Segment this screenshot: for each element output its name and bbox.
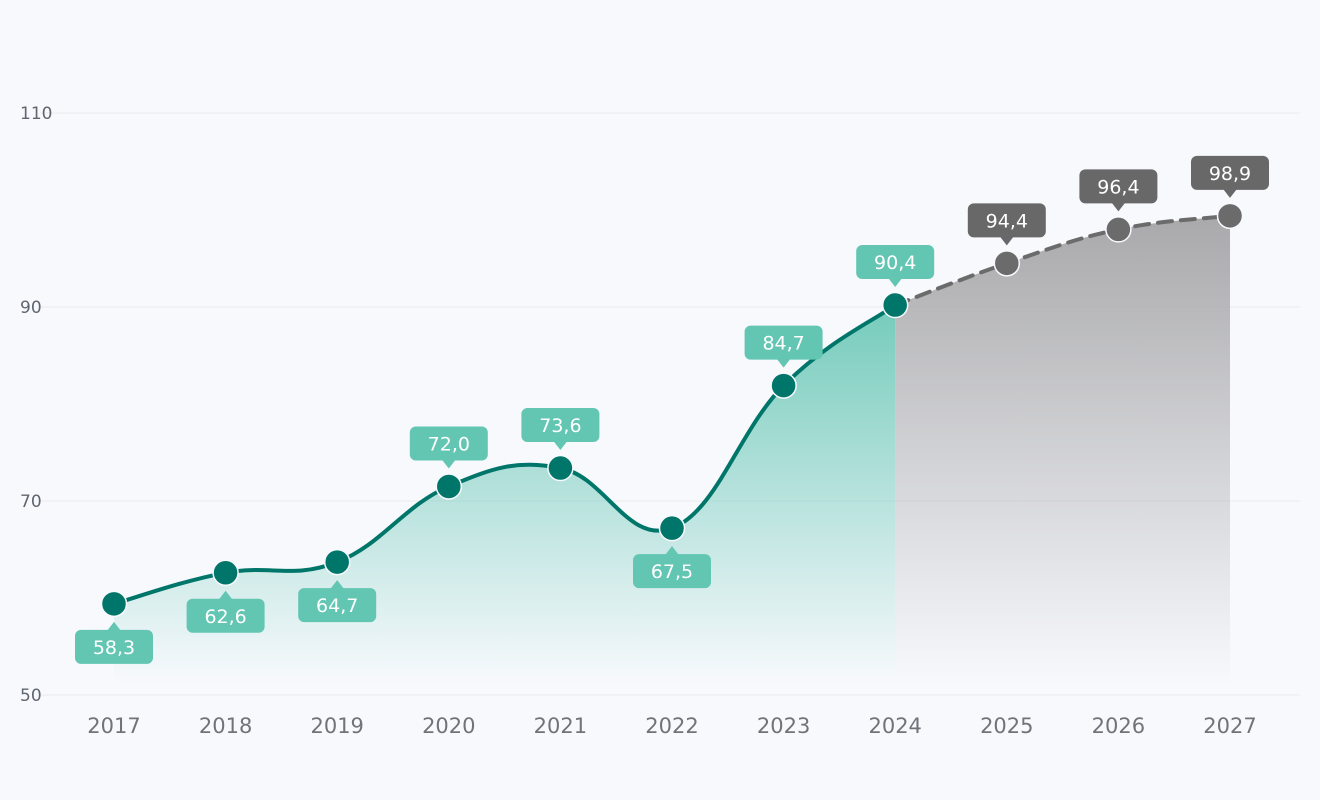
data-label-pointer	[999, 236, 1014, 246]
data-label-box	[75, 629, 153, 664]
actual-data-point	[547, 454, 574, 482]
data-label-text: 64,7	[316, 595, 358, 617]
actual-data-point	[212, 559, 239, 587]
data-label-box	[409, 426, 488, 461]
forecast-area	[895, 215, 1230, 685]
forecast-data-point	[1105, 216, 1132, 243]
y-tick-label: 50	[20, 686, 42, 706]
actual-data-label: 73,6	[521, 408, 600, 451]
x-tick-label: 2017	[87, 714, 140, 738]
x-tick-label: 2020	[422, 714, 475, 738]
x-tick-label: 2021	[534, 714, 587, 738]
x-tick-label: 2024	[868, 714, 921, 738]
x-axis: 2017 2018 2019 2020 2021 2022 2023 2024 2025 2026…	[87, 714, 1256, 738]
data-label-pointer	[218, 590, 233, 600]
actual-data-label: 64,7	[298, 580, 377, 623]
actual-data-label: 84,7	[744, 325, 823, 368]
data-label-box	[744, 325, 823, 360]
data-label-pointer	[776, 358, 791, 368]
forecast-data-label: 96,4	[1079, 169, 1158, 212]
data-label-text: 96,4	[1097, 176, 1139, 198]
actual-data-label: 67,5	[633, 546, 711, 589]
data-label-box	[633, 554, 711, 589]
data-label-text: 73,6	[539, 415, 581, 437]
actual-line	[112, 303, 898, 606]
forecast-data-label: 98,9	[1191, 155, 1269, 198]
actual-data-point	[100, 590, 128, 618]
data-label-text: 84,7	[762, 333, 804, 355]
data-label-box	[967, 203, 1046, 238]
y-tick-label: 110	[20, 104, 52, 124]
actual-data-label: 72,0	[409, 426, 488, 469]
data-label-box	[856, 245, 935, 280]
actual-data-label: 58,3	[75, 621, 153, 664]
x-tick-label: 2022	[645, 714, 698, 738]
data-label-box	[1079, 169, 1158, 204]
data-label-pointer	[553, 441, 568, 451]
x-tick-label: 2025	[980, 714, 1033, 738]
y-tick-label: 90	[20, 298, 42, 318]
data-label-text: 62,6	[204, 606, 246, 628]
data-label-pointer	[441, 459, 456, 469]
actual-data-label: 90,4	[856, 245, 935, 288]
data-label-box	[186, 598, 265, 633]
data-label-text: 90,4	[874, 252, 916, 274]
x-tick-label: 2019	[310, 714, 363, 738]
y-axis: 50 70 90 110	[20, 104, 52, 706]
actual-data-point	[881, 291, 909, 319]
data-label-text: 94,4	[986, 210, 1028, 232]
actual-data-point	[658, 514, 686, 542]
actual-data-point	[435, 473, 463, 500]
y-tick-label: 70	[20, 492, 42, 512]
data-label-box	[298, 588, 377, 623]
data-label-pointer	[1223, 188, 1237, 198]
actual-data-point	[770, 372, 797, 399]
data-label-box	[1191, 155, 1269, 190]
data-label-text: 72,0	[428, 433, 470, 455]
data-label-pointer	[665, 546, 679, 556]
forecast-data-point	[993, 250, 1021, 277]
data-label-text: 98,9	[1209, 163, 1251, 185]
data-label-pointer	[330, 580, 345, 590]
x-tick-label: 2026	[1092, 714, 1145, 738]
forecast-data-label: 94,4	[967, 203, 1046, 246]
data-label-pointer	[888, 278, 903, 288]
data-labels: 58,3 62,6 64,7 72,0 73,6 67,5 84,7 90,4 94,4 96,4…	[75, 155, 1269, 664]
forecast-data-point	[1216, 202, 1244, 230]
data-label-pointer	[1111, 202, 1126, 212]
area-fills	[114, 215, 1230, 685]
data-points	[100, 202, 1244, 618]
actual-data-label: 62,6	[186, 590, 265, 633]
data-label-text: 58,3	[93, 637, 135, 659]
data-label-box	[521, 408, 600, 443]
x-tick-label: 2023	[757, 714, 810, 738]
x-tick-label: 2018	[199, 714, 252, 738]
x-tick-label: 2027	[1203, 714, 1256, 738]
forecast-line	[893, 213, 1232, 308]
series-lines	[112, 213, 1232, 606]
actual-data-point	[323, 548, 351, 576]
data-label-text: 67,5	[651, 561, 693, 583]
data-label-pointer	[107, 621, 121, 631]
